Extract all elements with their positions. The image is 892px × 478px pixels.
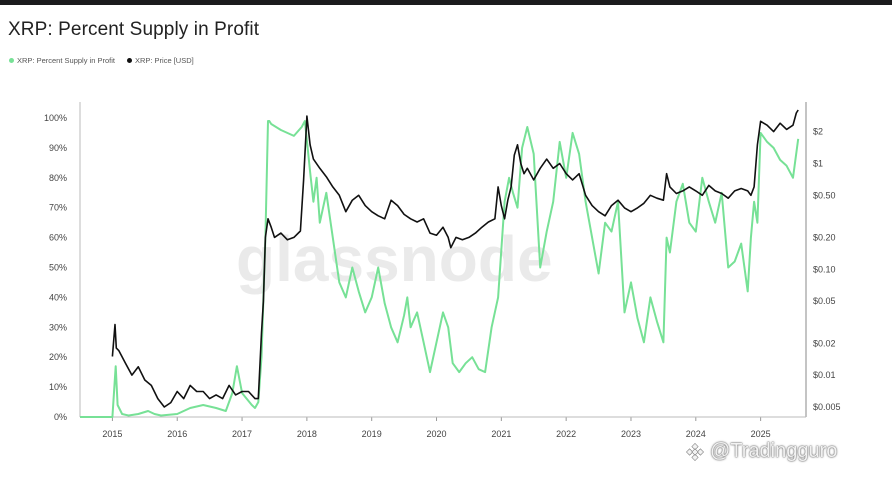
left-tick-label: 30%: [49, 322, 67, 332]
chart-legend: XRP: Percent Supply in Profit XRP: Price…: [9, 56, 194, 65]
top-bar: [0, 0, 892, 5]
x-tick-label: 2016: [167, 429, 187, 439]
credit-watermark: @Tradingguro: [686, 440, 837, 463]
watermark-text: glassnode: [236, 223, 553, 295]
credit-text: @Tradingguro: [710, 440, 838, 462]
left-tick-label: 10%: [49, 382, 67, 392]
legend-dot-profit: [9, 58, 14, 63]
right-tick-label: $0.10: [813, 264, 836, 274]
left-tick-label: 40%: [49, 292, 67, 302]
left-tick-label: 60%: [49, 233, 67, 243]
legend-dot-price: [126, 58, 132, 63]
x-tick-label: 2018: [297, 429, 317, 439]
x-tick-label: 2019: [362, 429, 382, 439]
right-axis: $0.005 $0.01 $0.02 $0.05 $0.10 $0.20 $0.50 $1 $2: [813, 127, 841, 412]
profit-series-line: [80, 120, 800, 418]
right-tick-label: $0.005: [813, 402, 841, 412]
left-tick-label: 50%: [49, 263, 67, 273]
right-tick-label: $0.50: [813, 190, 836, 200]
left-tick-label: 70%: [49, 203, 67, 213]
left-tick-label: 90%: [49, 143, 67, 153]
x-tick-label: 2020: [427, 429, 447, 439]
right-tick-label: $1: [813, 158, 823, 168]
right-tick-label: $0.01: [813, 370, 836, 380]
right-tick-label: $0.02: [813, 338, 836, 348]
right-tick-label: $2: [813, 127, 823, 137]
legend-item-price[interactable]: XRP: Price [USD]: [126, 56, 194, 65]
left-axis: 0% 10% 20% 30% 40% 50% 60% 70% 80% 90% 100%: [44, 113, 67, 422]
x-tick-label: 2022: [556, 429, 576, 439]
left-tick-label: 20%: [49, 352, 67, 362]
x-tick-label: 2024: [686, 429, 706, 439]
x-tick-label: 2023: [621, 429, 641, 439]
left-tick-label: 80%: [49, 173, 67, 183]
binance-logo-icon: [686, 442, 704, 461]
right-tick-label: $0.20: [813, 232, 836, 242]
x-tick-label: 2025: [751, 429, 771, 439]
legend-label-profit: XRP: Percent Supply in Profit: [17, 56, 115, 65]
x-axis: 2015 2016 2017 2018 2019 2020 2021 2022 2023 2024…: [102, 417, 771, 439]
price-series-line: [111, 109, 799, 408]
legend-label-price: XRP: Price [USD]: [134, 56, 194, 65]
chart-title: XRP: Percent Supply in Profit: [8, 19, 260, 40]
x-tick-label: 2015: [102, 429, 122, 439]
right-tick-label: $0.05: [813, 296, 836, 306]
x-tick-label: 2021: [491, 429, 511, 439]
legend-item-profit[interactable]: XRP: Percent Supply in Profit: [9, 56, 115, 65]
left-tick-label: 100%: [44, 113, 67, 123]
x-tick-label: 2017: [232, 429, 252, 439]
left-tick-label: 0%: [54, 412, 67, 422]
